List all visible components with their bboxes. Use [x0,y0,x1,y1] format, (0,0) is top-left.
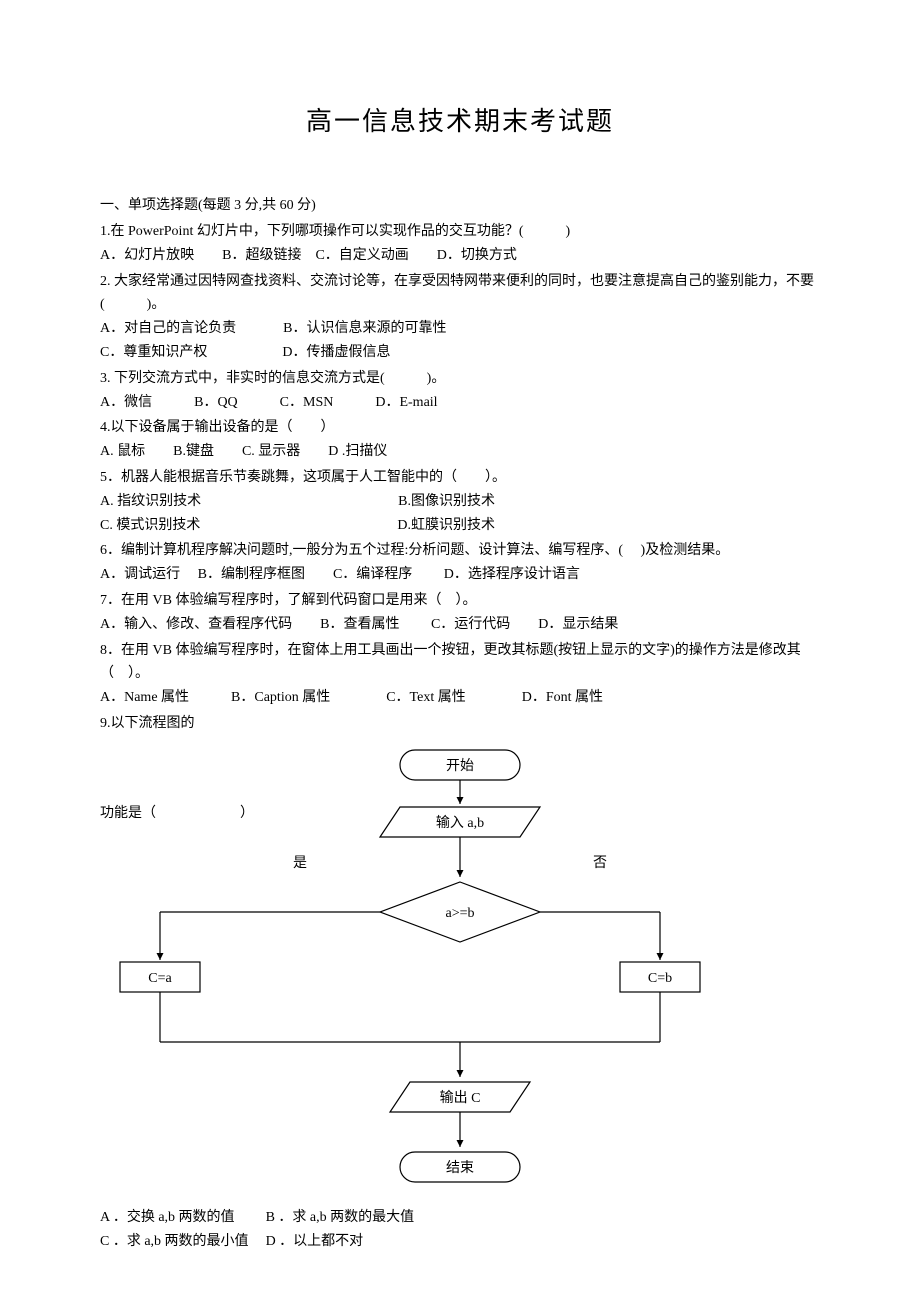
q5-optC: C. 模式识别技术 [100,518,200,533]
question-7: 7．在用 VB 体验编写程序时，了解到代码窗口是用来（ ）。 A．输入、修改、查… [100,589,820,637]
q9-optB: B ．求 a,b 两数的最大值 [266,1210,415,1225]
q6-options: A．调试运行 B．编制程序框图 C．编译程序 D．选择程序设计语言 [100,567,580,582]
fc-left-box-text: C=a [148,971,172,986]
fc-right-box-text: C=b [648,971,672,986]
q6-stem: 6．编制计算机程序解决问题时,一般分为五个过程:分析问题、设计算法、编写程序、(… [100,543,729,558]
q2-optB: B．认识信息来源的可靠性 [283,321,446,336]
question-5: 5．机器人能根据音乐节奏跳舞，这项属于人工智能中的（ ）。 A. 指纹识别技术 … [100,466,820,537]
q5-stem: 5．机器人能根据音乐节奏跳舞，这项属于人工智能中的（ ）。 [100,470,506,485]
q5-optB: B.图像识别技术 [398,494,495,509]
q1-stem: 1.在 PowerPoint 幻灯片中，下列哪项操作可以实现作品的交互功能？( … [100,224,570,239]
question-8: 8．在用 VB 体验编写程序时，在窗体上用工具画出一个按钮，更改其标题(按钮上显… [100,639,820,710]
q5-optD: D.虹膜识别技术 [397,518,495,533]
fc-input-text: 输入 a,b [436,815,484,831]
fc-decision-text: a>=b [445,906,474,921]
fc-output-text: 输出 C [440,1090,481,1106]
section-1-header: 一、单项选择题(每题 3 分,共 60 分) [100,194,820,218]
fc-end-text: 结束 [446,1160,474,1176]
q8-options: A．Name 属性 B．Caption 属性 C．Text 属性 D．Font … [100,690,603,705]
q5-optA: A. 指纹识别技术 [100,494,201,509]
q2-stem: 2. 大家经常通过因特网查找资料、交流讨论等，在享受因特网带来便利的同时，也要注… [100,274,814,313]
q2-optA: A．对自己的言论负责 [100,321,236,336]
fc-no-label: 否 [593,856,607,871]
q9-optD: D ．以上都不对 [266,1234,364,1249]
q9-options-row2: C ．求 a,b 两数的最小值 D ．以上都不对 [100,1230,820,1254]
q3-stem: 3. 下列交流方式中，非实时的信息交流方式是( )。 [100,371,445,386]
question-6: 6．编制计算机程序解决问题时,一般分为五个过程:分析问题、设计算法、编写程序、(… [100,539,820,587]
question-1: 1.在 PowerPoint 幻灯片中，下列哪项操作可以实现作品的交互功能？( … [100,220,820,268]
q3-options: A．微信 B．QQ C．MSN D．E-mail [100,395,438,410]
q9-optA: A ．交换 a,b 两数的值 [100,1210,235,1225]
q9-stem: 9.以下流程图的 [100,716,195,731]
q9-inline-function-label: 功能是（ ） [100,802,254,826]
flowchart-container: 功能是（ ） 开始 输入 a,b 是 否 a>=b C=a [100,742,720,1202]
q4-options: A. 鼠标 B.键盘 C. 显示器 D .扫描仪 [100,444,387,459]
q2-optD: D．传播虚假信息 [282,345,390,360]
q8-stem: 8．在用 VB 体验编写程序时，在窗体上用工具画出一个按钮，更改其标题(按钮上显… [100,643,801,682]
question-9: 9.以下流程图的 [100,712,820,736]
question-2: 2. 大家经常通过因特网查找资料、交流讨论等，在享受因特网带来便利的同时，也要注… [100,270,820,365]
question-3: 3. 下列交流方式中，非实时的信息交流方式是( )。 A．微信 B．QQ C．M… [100,367,820,415]
fc-yes-label: 是 [293,856,307,871]
q4-stem: 4.以下设备属于输出设备的是（ ） [100,420,335,435]
q9-optC: C ．求 a,b 两数的最小值 [100,1234,249,1249]
question-4: 4.以下设备属于输出设备的是（ ） A. 鼠标 B.键盘 C. 显示器 D .扫… [100,416,820,464]
q7-stem: 7．在用 VB 体验编写程序时，了解到代码窗口是用来（ ）。 [100,593,476,608]
q9-options-row1: A ．交换 a,b 两数的值 B ．求 a,b 两数的最大值 [100,1206,820,1230]
q7-options: A．输入、修改、查看程序代码 B．查看属性 C．运行代码 D．显示结果 [100,617,618,632]
fc-start-text: 开始 [446,758,474,774]
page-title: 高一信息技术期末考试题 [100,100,820,144]
q2-optC: C．尊重知识产权 [100,345,207,360]
q1-options: A．幻灯片放映 B．超级链接 C．自定义动画 D．切换方式 [100,248,517,263]
